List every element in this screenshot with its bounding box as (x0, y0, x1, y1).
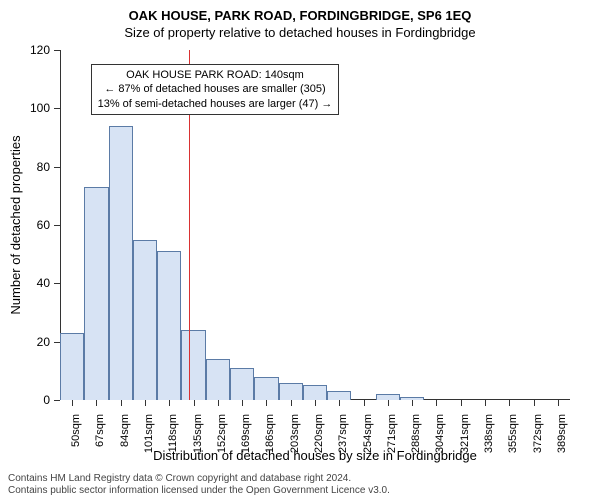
y-tick (54, 225, 60, 226)
x-tick (461, 400, 462, 406)
x-tick (485, 400, 486, 406)
annotation-line: OAK HOUSE PARK ROAD: 140sqm (98, 68, 333, 82)
x-tick (291, 400, 292, 406)
x-tick-label: 50sqm (70, 414, 82, 447)
y-axis-label: Number of detached properties (8, 135, 23, 314)
y-tick-label: 120 (30, 43, 50, 57)
y-tick (54, 167, 60, 168)
x-tick (364, 400, 365, 406)
x-tick (218, 400, 219, 406)
chart-title: OAK HOUSE, PARK ROAD, FORDINGBRIDGE, SP6… (0, 0, 600, 23)
y-tick-label: 100 (30, 101, 50, 115)
chart-subtitle: Size of property relative to detached ho… (0, 23, 600, 40)
histogram-bar (279, 383, 303, 401)
footer-line2: Contains public sector information licen… (8, 485, 390, 497)
histogram-bar (254, 377, 278, 400)
y-tick-label: 0 (43, 393, 50, 407)
annotation-line: ← 87% of detached houses are smaller (30… (98, 82, 333, 96)
histogram-bar (84, 187, 108, 400)
histogram-bar (109, 126, 133, 400)
histogram-bar (230, 368, 254, 400)
plot-area: 02040608010012050sqm67sqm84sqm101sqm118s… (60, 50, 570, 400)
x-tick (145, 400, 146, 406)
x-tick-label: 118sqm (167, 414, 179, 452)
x-tick-label: 84sqm (119, 414, 131, 447)
x-tick (315, 400, 316, 406)
y-tick-label: 20 (37, 335, 50, 349)
footer-line1: Contains HM Land Registry data © Crown c… (8, 473, 390, 485)
footer: Contains HM Land Registry data © Crown c… (8, 473, 390, 497)
histogram-bar (327, 391, 351, 400)
x-tick (121, 400, 122, 406)
annotation-line: 13% of semi-detached houses are larger (… (98, 97, 333, 111)
histogram-bar (206, 359, 230, 400)
y-tick-label: 40 (37, 276, 50, 290)
y-tick-label: 80 (37, 160, 50, 174)
x-tick (266, 400, 267, 406)
x-tick (72, 400, 73, 406)
y-tick (54, 108, 60, 109)
x-tick (509, 400, 510, 406)
y-tick-label: 60 (37, 218, 50, 232)
y-tick (54, 283, 60, 284)
x-tick (96, 400, 97, 406)
x-axis-label: Distribution of detached houses by size … (60, 448, 570, 463)
x-tick (388, 400, 389, 406)
x-tick (339, 400, 340, 406)
x-tick (412, 400, 413, 406)
x-tick-label: 67sqm (94, 414, 106, 447)
x-tick (534, 400, 535, 406)
histogram-bar (133, 240, 157, 400)
histogram-bar (157, 251, 181, 400)
chart-container: OAK HOUSE, PARK ROAD, FORDINGBRIDGE, SP6… (0, 0, 600, 500)
histogram-bar (181, 330, 205, 400)
x-tick (194, 400, 195, 406)
histogram-bar (60, 333, 84, 400)
x-tick (242, 400, 243, 406)
x-tick (558, 400, 559, 406)
y-tick (54, 400, 60, 401)
x-tick (436, 400, 437, 406)
x-tick (169, 400, 170, 406)
y-tick (54, 50, 60, 51)
annotation-box: OAK HOUSE PARK ROAD: 140sqm← 87% of deta… (91, 64, 340, 115)
histogram-bar (303, 385, 327, 400)
